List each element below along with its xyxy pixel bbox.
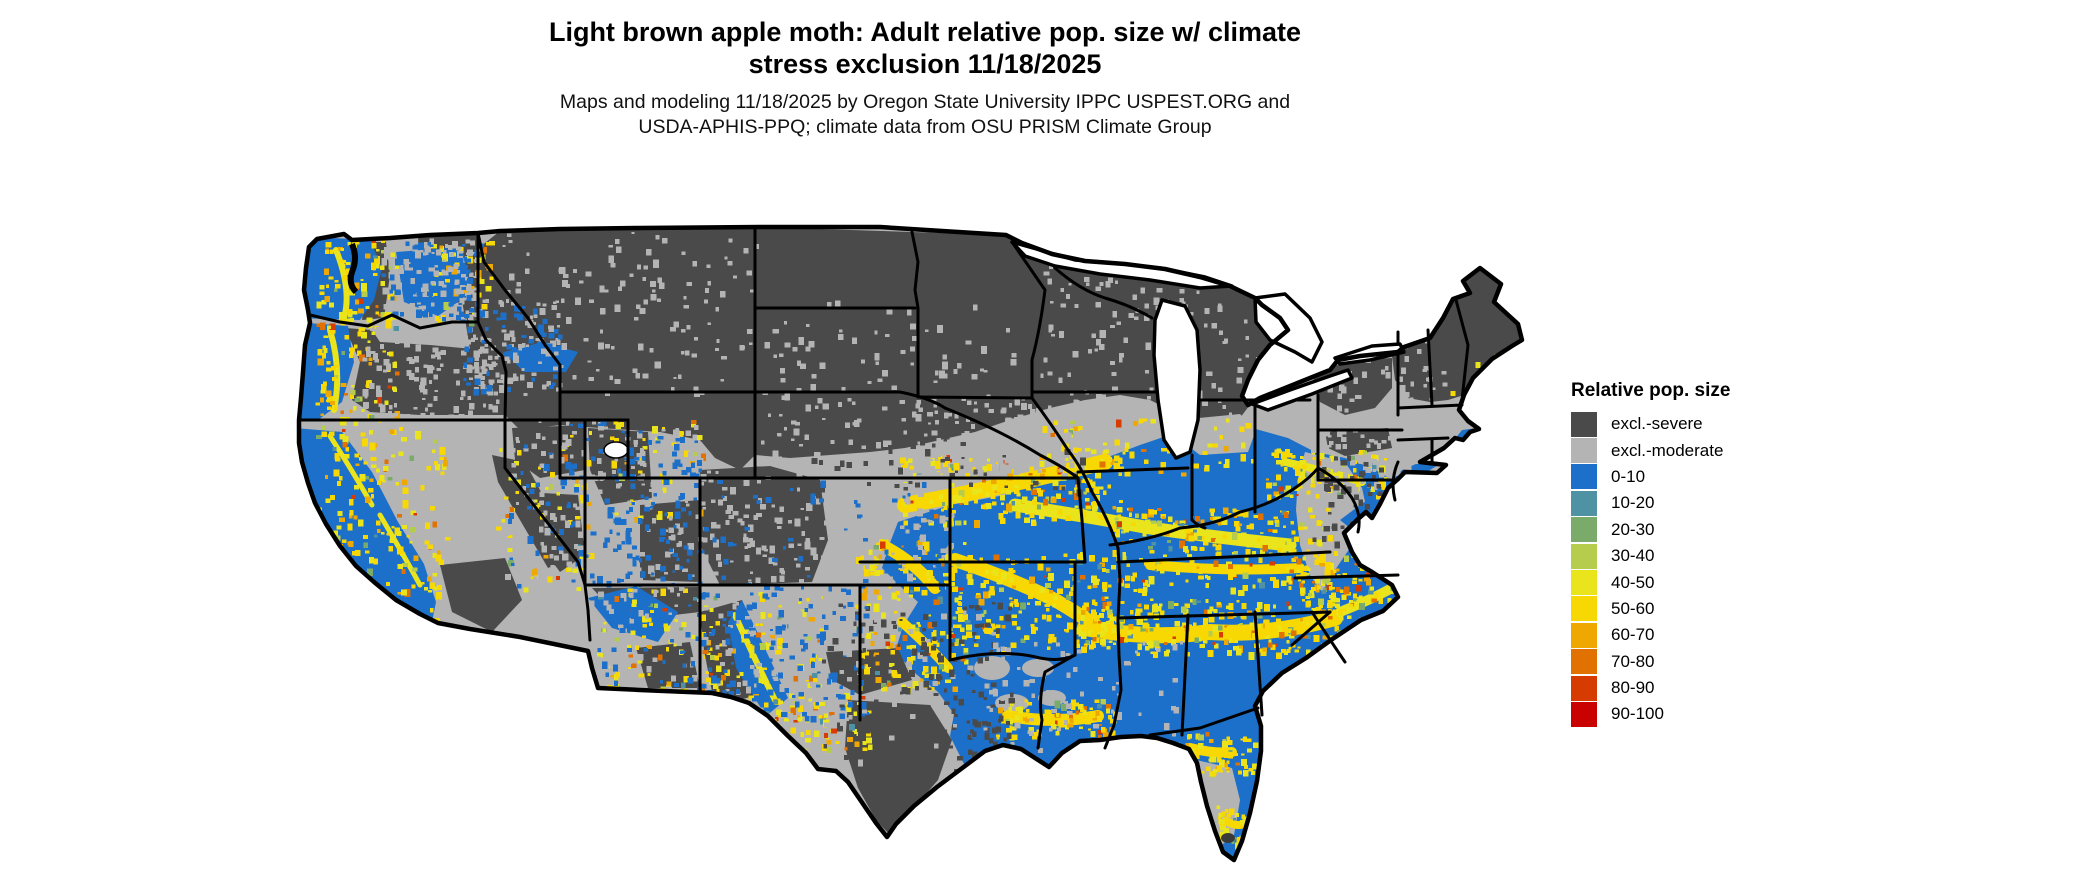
border-nc-sc	[1290, 610, 1332, 647]
border-ma-north	[1396, 403, 1464, 410]
legend-label: 50-60	[1611, 598, 1655, 618]
legend-swatch	[1571, 701, 1597, 727]
legend-swatch	[1571, 438, 1597, 464]
border-mn-ia	[916, 395, 1034, 400]
legend-item: 90-100	[1571, 701, 1831, 727]
border-mississippi-river	[1030, 396, 1123, 750]
legend-item: 80-90	[1571, 675, 1831, 701]
lake-michigan	[1152, 298, 1202, 460]
legend-title: Relative pop. size	[1571, 380, 1731, 401]
legend-swatch	[1571, 596, 1597, 622]
border-ms-al	[1180, 613, 1190, 737]
figure-subtitle: Maps and modeling 11/18/2025 by Oregon S…	[230, 90, 1620, 140]
border-fl-north	[1148, 706, 1260, 737]
legend-label: excl.-moderate	[1611, 440, 1724, 460]
legend-item: 30-40	[1571, 543, 1831, 569]
legend-swatch	[1571, 675, 1597, 701]
title-line-1: Light brown apple moth: Adult relative p…	[548, 17, 1302, 47]
legend-label: 70-80	[1611, 651, 1655, 671]
region-colorado-rockies	[700, 466, 828, 585]
legend-item: 50-60	[1571, 596, 1831, 622]
legend-label: 30-40	[1611, 546, 1655, 566]
legend-item: 20-30	[1571, 517, 1831, 543]
legend-item: excl.-moderate	[1571, 437, 1831, 464]
state-borders	[297, 225, 1470, 750]
figure-title: Light brown apple moth: Adult relative p…	[230, 16, 1620, 80]
legend-swatch	[1571, 570, 1597, 596]
subtitle-line-2: USDA-APHIS-PPQ; climate data from OSU PR…	[638, 116, 1212, 138]
lake-erie	[1250, 368, 1354, 412]
legend-label: excl.-severe	[1611, 414, 1703, 434]
legend-swatch	[1571, 411, 1597, 437]
legend-swatch	[1571, 649, 1597, 675]
legend-label: 10-20	[1611, 493, 1655, 513]
legend: Relative pop. size excl.-severe excl.-mod…	[1571, 380, 1831, 728]
border-red-river	[948, 652, 1077, 662]
legend-item: 70-80	[1571, 649, 1831, 675]
legend-label: 60-70	[1611, 625, 1655, 645]
border-ma-ct-ri	[1396, 436, 1450, 442]
border-wi-mi-up	[1053, 266, 1154, 320]
legend-label: 40-50	[1611, 572, 1655, 592]
border-ks-mo	[1076, 476, 1087, 564]
border-or-id	[476, 320, 508, 422]
border-ne-ia-missouri-river	[943, 406, 1080, 480]
legend-item: 60-70	[1571, 622, 1831, 648]
us-map	[290, 215, 1540, 890]
band-wa-cascade-edge	[333, 247, 350, 321]
legend-swatch	[1571, 517, 1597, 543]
region-california-blue	[299, 428, 436, 622]
band-ky	[1008, 498, 1297, 552]
border-wa-or	[308, 313, 480, 330]
legend-swatch	[1571, 543, 1597, 569]
title-line-2: stress exclusion 11/18/2025	[748, 49, 1102, 79]
band-or-valley-edge	[327, 327, 341, 413]
legend-item: excl.-severe	[1571, 411, 1831, 437]
legend-label: 90-100	[1611, 704, 1664, 724]
legend-item: 10-20	[1571, 490, 1831, 516]
region-mojave	[440, 558, 522, 632]
great-salt-lake	[603, 441, 629, 459]
border-mn-wi	[1010, 240, 1047, 400]
border-vt-nh	[1426, 328, 1434, 407]
subtitle-line-1: Maps and modeling 11/18/2025 by Oregon S…	[559, 91, 1291, 113]
puget-sound	[347, 242, 359, 295]
legend-item: 40-50	[1571, 569, 1831, 596]
legend-label: 80-90	[1611, 678, 1655, 698]
us-map-figure	[290, 215, 1540, 890]
border-ky-tn	[1116, 550, 1332, 564]
border-ia-mo	[1076, 466, 1190, 474]
legend-item: 0-10	[1571, 464, 1831, 490]
legend-swatch	[1571, 622, 1597, 648]
legend-swatch	[1571, 490, 1597, 516]
border-wv-va	[1316, 466, 1361, 534]
border-ohio-river	[1108, 466, 1320, 547]
border-id-mt	[476, 231, 562, 394]
band-tn	[1145, 560, 1305, 575]
legend-items: excl.-severe excl.-moderate 0-10 10-20 20-30…	[1571, 411, 1831, 728]
legend-swatch	[1571, 464, 1597, 490]
border-mn-nd-sd	[910, 230, 920, 399]
legend-label: 20-30	[1611, 519, 1655, 539]
legend-label: 0-10	[1611, 466, 1646, 486]
border-ca-nv	[503, 418, 592, 642]
border-nh-me	[1454, 298, 1470, 402]
region-upstate-ny	[1312, 358, 1392, 415]
border-tn-al-ga	[1116, 610, 1332, 620]
lake-okeechobee	[1221, 833, 1235, 843]
border-tx-la	[1036, 653, 1077, 750]
